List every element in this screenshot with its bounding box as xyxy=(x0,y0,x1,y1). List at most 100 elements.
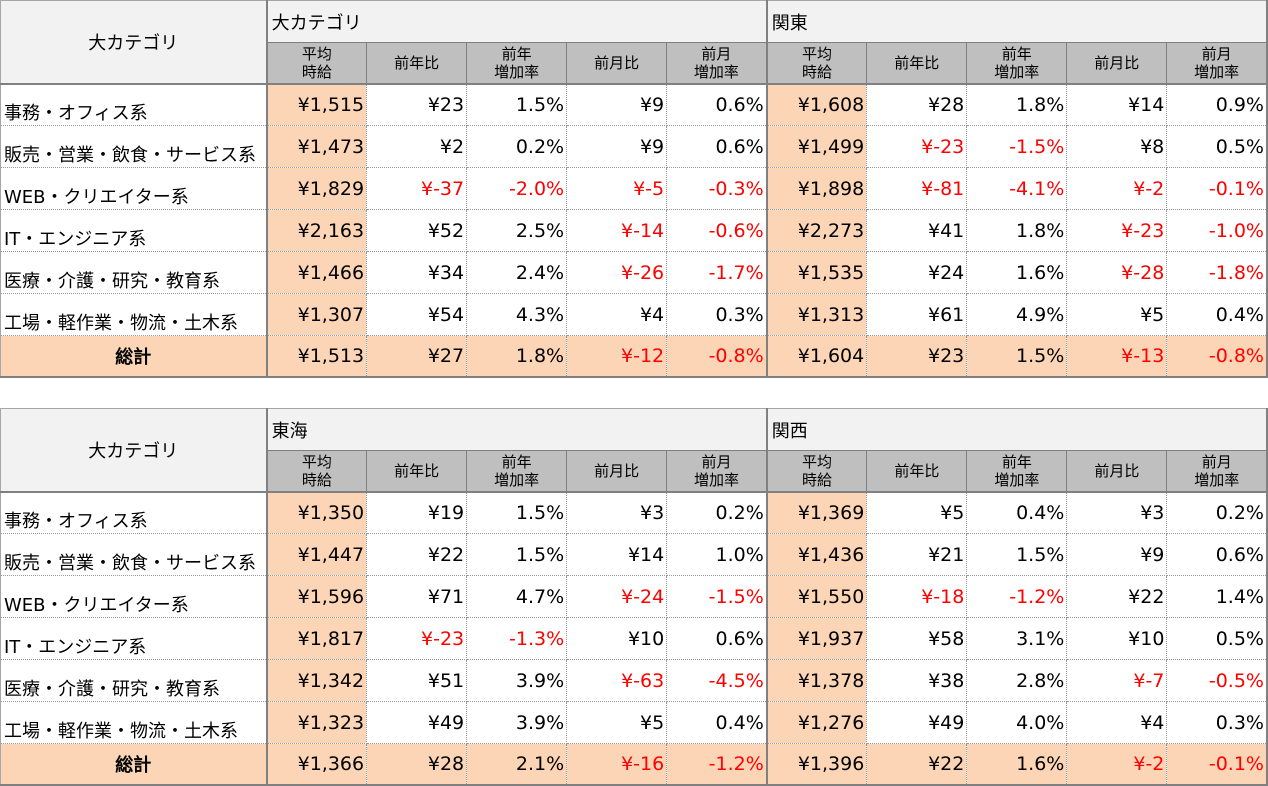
value-cell: ¥-26 xyxy=(566,251,668,294)
column-header: 平均 時給 xyxy=(766,450,868,493)
table-row: 医療・介護・研究・教育系 ¥1,342 ¥51 3.9% ¥-63 -4.5% ¥1,378… xyxy=(0,659,1268,702)
table-row: WEB・クリエイター系 ¥1,829 ¥-37 -2.0% ¥-5 -0.3% ¥1,898… xyxy=(0,167,1268,210)
column-header-line: 増加率 xyxy=(494,470,540,489)
category-header: 大カテゴリ xyxy=(0,408,268,493)
value-cell: ¥2 xyxy=(366,125,468,168)
column-header-line: 前月比 xyxy=(594,53,640,72)
row-label: 医療・介護・研究・教育系 xyxy=(0,659,268,702)
value-cell: 1.8% xyxy=(466,335,568,378)
value-cell: ¥-14 xyxy=(566,209,668,252)
value-cell: -4.1% xyxy=(966,167,1068,210)
value-cell: 2.4% xyxy=(466,251,568,294)
value-cell: ¥4 xyxy=(566,293,668,336)
row-label: IT・エンジニア系 xyxy=(0,209,268,252)
column-header-line: 増加率 xyxy=(1194,62,1240,81)
value-cell: -2.0% xyxy=(466,167,568,210)
column-header-line: 前年 xyxy=(1001,44,1032,63)
value-cell: ¥1,596 xyxy=(266,575,368,618)
value-cell: ¥1,350 xyxy=(266,491,368,534)
value-cell: ¥52 xyxy=(366,209,468,252)
value-cell: -1.5% xyxy=(966,125,1068,168)
column-header: 前年 増加率 xyxy=(466,42,568,85)
value-cell: ¥22 xyxy=(866,743,968,786)
column-header: 前月比 xyxy=(566,42,668,85)
value-cell: ¥2,273 xyxy=(766,209,868,252)
column-header: 前年比 xyxy=(366,450,468,493)
value-cell: 0.6% xyxy=(666,617,768,660)
row-label: 事務・オフィス系 xyxy=(0,83,268,126)
value-cell: ¥51 xyxy=(366,659,468,702)
column-header-line: 時給 xyxy=(802,470,833,489)
wage-table-2: 大カテゴリ 東海 関西 平均 時給 前年比 前年 増加率 前月比 前月 増加率 平均 時給 前年比 前年 増加… xyxy=(0,408,1268,786)
table-row: 事務・オフィス系 ¥1,350 ¥19 1.5% ¥3 0.2% ¥1,369 ¥5 0.4% ¥… xyxy=(0,491,1268,534)
value-cell: ¥1,466 xyxy=(266,251,368,294)
value-cell: 1.5% xyxy=(466,491,568,534)
value-cell: ¥41 xyxy=(866,209,968,252)
table-row: 事務・オフィス系 ¥1,515 ¥23 1.5% ¥9 0.6% ¥1,608 ¥28 1.8%… xyxy=(0,83,1268,126)
value-cell: -1.7% xyxy=(666,251,768,294)
value-cell: ¥8 xyxy=(1066,125,1168,168)
value-cell: ¥1,604 xyxy=(766,335,868,378)
value-cell: ¥49 xyxy=(366,701,468,744)
value-cell: 0.2% xyxy=(1166,491,1268,534)
column-header: 前月 増加率 xyxy=(666,42,768,85)
value-cell: ¥1,535 xyxy=(766,251,868,294)
value-cell: ¥-7 xyxy=(1066,659,1168,702)
value-cell: ¥1,307 xyxy=(266,293,368,336)
column-header: 前月比 xyxy=(566,450,668,493)
value-cell: 0.6% xyxy=(666,125,768,168)
value-cell: -0.5% xyxy=(1166,659,1268,702)
value-cell: -0.8% xyxy=(1166,335,1268,378)
value-cell: ¥2,163 xyxy=(266,209,368,252)
value-cell: ¥34 xyxy=(366,251,468,294)
region-header: 大カテゴリ xyxy=(266,0,768,43)
value-cell: 3.1% xyxy=(966,617,1068,660)
total-label: 総計 xyxy=(0,743,268,786)
value-cell: ¥-2 xyxy=(1066,167,1168,210)
column-header: 前月 増加率 xyxy=(1166,42,1268,85)
value-cell: ¥-13 xyxy=(1066,335,1168,378)
value-cell: 1.8% xyxy=(966,209,1068,252)
value-cell: ¥1,473 xyxy=(266,125,368,168)
value-cell: ¥-12 xyxy=(566,335,668,378)
value-cell: ¥-5 xyxy=(566,167,668,210)
column-header: 前月比 xyxy=(1066,450,1168,493)
value-cell: 1.6% xyxy=(966,251,1068,294)
value-cell: 1.5% xyxy=(466,83,568,126)
table-row: 販売・営業・飲食・サービス系 ¥1,447 ¥22 1.5% ¥14 1.0% ¥1,436… xyxy=(0,533,1268,576)
value-cell: -0.1% xyxy=(1166,167,1268,210)
value-cell: ¥27 xyxy=(366,335,468,378)
value-cell: ¥5 xyxy=(566,701,668,744)
column-header: 前年比 xyxy=(866,42,968,85)
column-header-line: 前月 xyxy=(701,452,732,471)
value-cell: 0.3% xyxy=(1166,701,1268,744)
value-cell: ¥5 xyxy=(866,491,968,534)
value-cell: ¥1,608 xyxy=(766,83,868,126)
value-cell: -0.3% xyxy=(666,167,768,210)
value-cell: ¥1,817 xyxy=(266,617,368,660)
value-cell: ¥1,513 xyxy=(266,335,368,378)
value-cell: 3.9% xyxy=(466,659,568,702)
value-cell: 1.6% xyxy=(966,743,1068,786)
value-cell: ¥-16 xyxy=(566,743,668,786)
value-cell: 4.3% xyxy=(466,293,568,336)
value-cell: ¥1,436 xyxy=(766,533,868,576)
value-cell: ¥1,378 xyxy=(766,659,868,702)
table-row: 工場・軽作業・物流・土木系 ¥1,307 ¥54 4.3% ¥4 0.3% ¥1,313 ¥6… xyxy=(0,293,1268,336)
column-header: 前年 増加率 xyxy=(466,450,568,493)
value-cell: 0.2% xyxy=(666,491,768,534)
value-cell: ¥1,898 xyxy=(766,167,868,210)
column-header: 前月比 xyxy=(1066,42,1168,85)
value-cell: ¥9 xyxy=(566,83,668,126)
value-cell: ¥1,447 xyxy=(266,533,368,576)
column-header-line: 前月比 xyxy=(1094,461,1140,480)
region-header: 関西 xyxy=(766,408,1268,451)
value-cell: ¥24 xyxy=(866,251,968,294)
value-cell: 1.5% xyxy=(966,335,1068,378)
value-cell: -0.8% xyxy=(666,335,768,378)
column-header-line: 前年比 xyxy=(394,53,440,72)
value-cell: ¥38 xyxy=(866,659,968,702)
value-cell: 1.8% xyxy=(966,83,1068,126)
value-cell: ¥-24 xyxy=(566,575,668,618)
value-cell: ¥28 xyxy=(366,743,468,786)
